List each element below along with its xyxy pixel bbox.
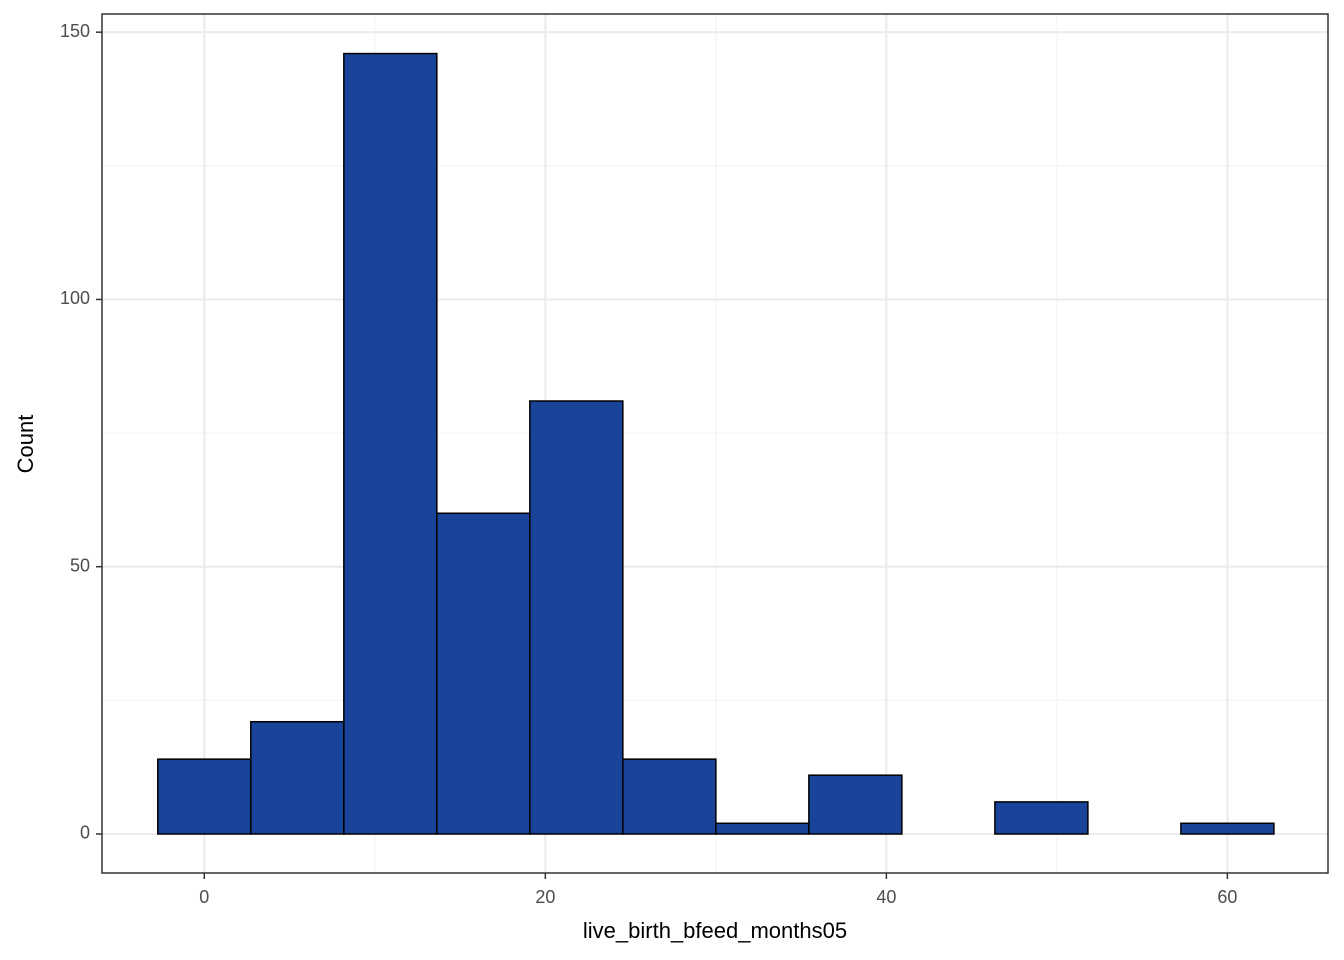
bar [157, 758, 252, 835]
bar [250, 720, 345, 835]
panel-border [101, 13, 1329, 874]
x-tick-label: 60 [1217, 887, 1237, 907]
x-tick-label: 40 [876, 887, 896, 907]
bar [1180, 822, 1275, 835]
bar [343, 52, 438, 835]
y-tick-label: 0 [80, 823, 90, 843]
bar [715, 822, 810, 835]
x-tick-label: 20 [535, 887, 555, 907]
x-tick-label: 0 [199, 887, 209, 907]
y-axis-title: Count [13, 415, 38, 474]
bar [529, 400, 624, 835]
y-tick-label: 100 [60, 288, 90, 308]
x-axis-title: live_birth_bfeed_months05 [583, 918, 847, 943]
bar [808, 774, 903, 835]
y-tick-label: 150 [60, 21, 90, 41]
y-tick-label: 50 [70, 555, 90, 575]
bar [436, 512, 531, 835]
bar [994, 801, 1089, 835]
bar [622, 758, 717, 835]
